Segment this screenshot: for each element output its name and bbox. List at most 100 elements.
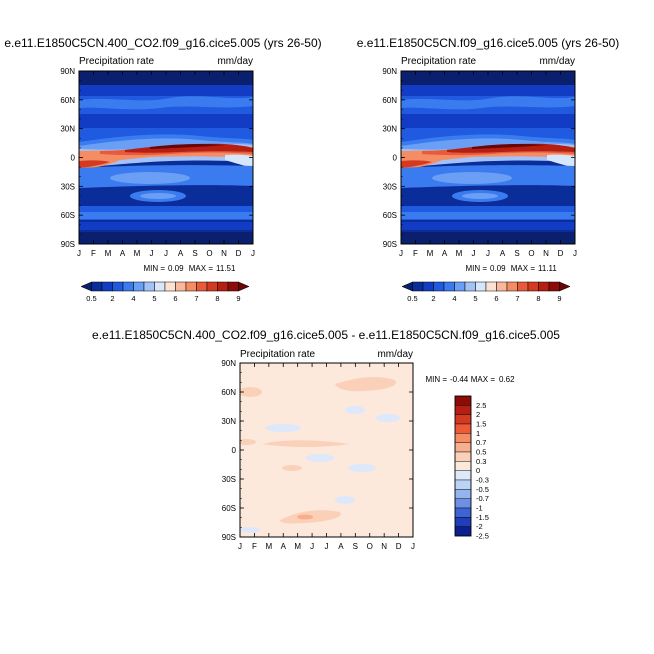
panel-3-min-value: -0.44	[450, 375, 469, 384]
x-tick-label: S	[514, 249, 519, 258]
x-tick-label: A	[281, 542, 287, 551]
panel-1-max-label: MAX =	[189, 264, 214, 273]
panel-3: e.e11.E1850C5CN.400_CO2.f09_g16.cice5.00…	[92, 328, 560, 551]
colorbar-swatch	[464, 281, 476, 292]
panel-2-left-label: Precipitation rate	[401, 56, 476, 67]
y-tick-label: 60N	[382, 96, 397, 105]
x-tick-label: A	[120, 249, 126, 258]
x-tick-label: J	[399, 249, 403, 258]
x-tick-label: M	[294, 542, 301, 551]
x-tick-label: M	[105, 249, 112, 258]
colorbar-swatch	[454, 489, 472, 499]
colorbar-label: 5	[473, 294, 477, 303]
colorbar-swatch	[401, 281, 413, 292]
panel-1-max-value: 11.51	[216, 264, 236, 273]
panel-1-min-value: 0.09	[168, 264, 184, 273]
colorbar-swatch	[454, 414, 472, 425]
x-tick-label: J	[325, 542, 329, 551]
panel-3-max-label: MAX =	[471, 375, 496, 384]
colorbar-swatch	[185, 281, 197, 292]
colorbar-label: 6	[494, 294, 498, 303]
colorbar-label: 5	[152, 294, 156, 303]
x-tick-label: J	[472, 249, 476, 258]
panel-3-max-value: 0.62	[499, 375, 515, 384]
panel-1-title: e.e11.E1850C5CN.400_CO2.f09_g16.cice5.00…	[4, 36, 321, 50]
panel-1: e.e11.E1850C5CN.400_CO2.f09_g16.cice5.00…	[4, 36, 321, 303]
panel-3-min-label: MIN =	[425, 375, 447, 384]
y-tick-label: 60N	[221, 388, 236, 397]
y-tick-label: 30N	[60, 125, 75, 134]
panel-1-units: mm/day	[217, 56, 253, 67]
x-tick-label: F	[413, 249, 418, 258]
x-tick-label: A	[500, 249, 506, 258]
x-tick-label: D	[236, 249, 242, 258]
colorbar-swatch	[454, 526, 472, 537]
x-tick-label: J	[573, 249, 577, 258]
colorbar-label: 2	[431, 294, 435, 303]
y-tick-label: 30N	[221, 417, 236, 426]
colorbar-swatch	[454, 405, 472, 415]
colorbar-label: -2.5	[476, 532, 489, 541]
y-tick-label: 30S	[222, 475, 236, 484]
panel-2-field	[401, 71, 575, 244]
x-tick-label: A	[338, 542, 344, 551]
colorbar-swatch	[91, 281, 103, 292]
y-tick-label: 90N	[382, 67, 397, 76]
colorbar-swatch	[454, 395, 472, 406]
x-tick-label: N	[221, 249, 227, 258]
colorbar-swatch	[475, 281, 487, 292]
colorbar-swatch	[454, 498, 472, 509]
x-tick-label: D	[558, 249, 564, 258]
colorbar-label: -0.7	[476, 494, 489, 503]
x-tick-label: M	[456, 249, 463, 258]
colorbar-swatch	[122, 281, 134, 292]
colorbar-swatch	[143, 281, 155, 292]
colorbar-swatch	[433, 281, 445, 292]
colorbar-swatch	[422, 281, 434, 292]
colorbar-swatch	[217, 281, 229, 292]
panel-3-colorbar: 2.521.510.70.50.30-0.3-0.5-0.7-1-1.5-2-2…	[454, 395, 489, 541]
panel-2-colorbar: 0.5 2 4 5 6 7 8 9	[401, 281, 571, 303]
colorbar-label: 9	[557, 294, 561, 303]
colorbar-swatch	[454, 461, 472, 471]
colorbar-label: 7	[194, 294, 198, 303]
y-tick-label: 90S	[61, 240, 75, 249]
colorbar-swatch	[164, 281, 176, 292]
colorbar-label: 0	[476, 466, 480, 475]
colorbar-label: 2.5	[476, 401, 486, 410]
colorbar-swatch	[154, 281, 166, 292]
colorbar-label: 0.7	[476, 438, 486, 447]
colorbar-swatch	[454, 433, 472, 443]
colorbar-label: 9	[236, 294, 240, 303]
x-tick-label: J	[238, 542, 242, 551]
x-tick-label: M	[427, 249, 434, 258]
x-tick-label: N	[381, 542, 387, 551]
colorbar-label: 0.5	[407, 294, 417, 303]
colorbar-label: 0.3	[476, 457, 486, 466]
colorbar-swatch	[454, 451, 472, 462]
colorbar-label: 8	[215, 294, 219, 303]
colorbar-label: 4	[131, 294, 135, 303]
panel-1-left-label: Precipitation rate	[79, 56, 154, 67]
panel-2-units: mm/day	[539, 56, 575, 67]
colorbar-swatch	[506, 281, 518, 292]
x-tick-label: F	[91, 249, 96, 258]
panel-1-colorbar: 0.5 2 4 5 6 7 8 9	[80, 281, 250, 303]
colorbar-swatch	[227, 281, 239, 292]
colorbar-swatch	[101, 281, 113, 292]
panel-2-max-label: MAX =	[511, 264, 536, 273]
x-tick-label: A	[442, 249, 448, 258]
y-tick-label: 60S	[383, 211, 397, 220]
colorbar-swatch	[133, 281, 145, 292]
panel-2-min-label: MIN =	[465, 264, 487, 273]
x-tick-label: J	[150, 249, 154, 258]
colorbar-label: 0.5	[476, 448, 486, 457]
panel-2-title: e.e11.E1850C5CN.f09_g16.cice5.005 (yrs 2…	[357, 36, 620, 50]
y-tick-label: 60S	[61, 211, 75, 220]
colorbar-label: 8	[536, 294, 540, 303]
colorbar-swatch	[454, 470, 472, 481]
colorbar-swatch	[80, 281, 92, 292]
